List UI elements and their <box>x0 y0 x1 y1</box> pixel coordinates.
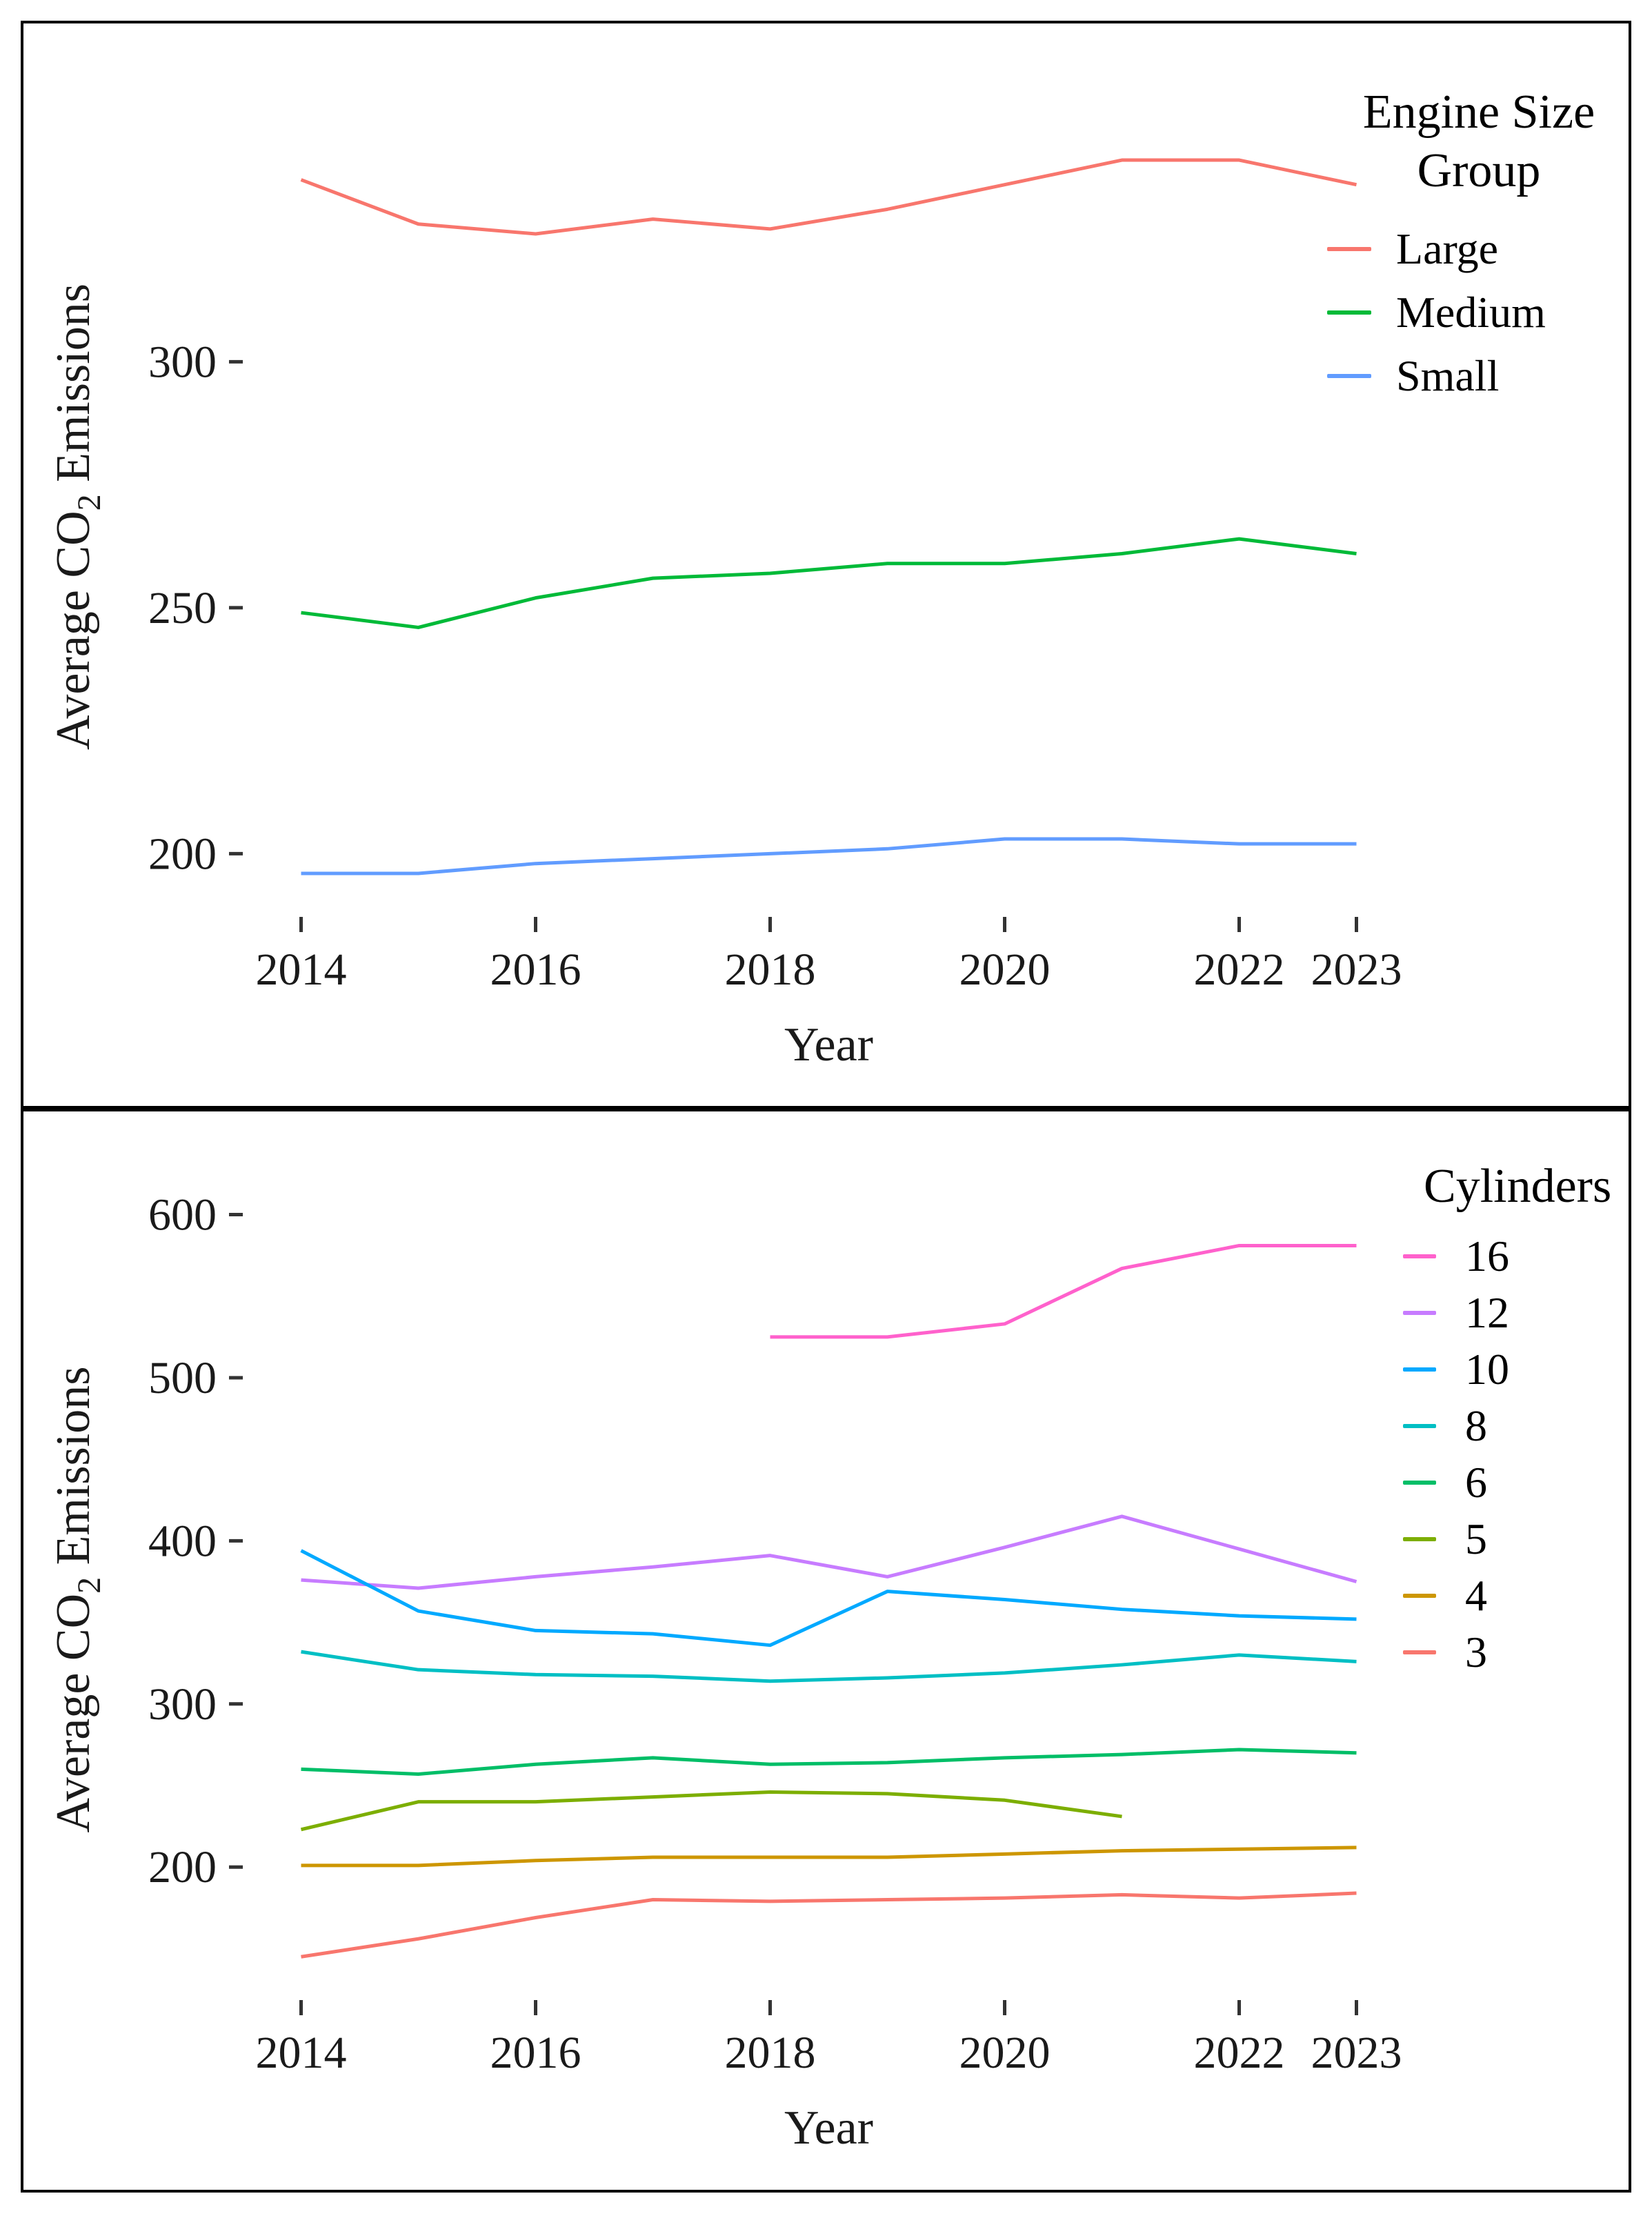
legend-title: Engine Size Group <box>1327 83 1631 201</box>
legend-swatch-icon <box>1327 310 1371 315</box>
x-tick-label: 2020 <box>959 944 1051 995</box>
legend-swatch-icon <box>1403 1650 1436 1655</box>
series-line-6 <box>301 1748 1357 1776</box>
x-tick-label: 2023 <box>1311 944 1402 995</box>
series-line-12 <box>301 1514 1357 1590</box>
series-line-3 <box>301 1891 1357 1959</box>
legend-title-line: Group <box>1417 144 1541 198</box>
y-tick-label: 500 <box>148 1353 217 1403</box>
x-tick-label: 2014 <box>256 2028 347 2078</box>
top-chart-panel: 200 250 300 2014 2016 2018 2020 2022 2023 Year Ave… <box>21 21 1631 1109</box>
x-tick-label: 2014 <box>256 944 347 995</box>
legend-item-label: 12 <box>1465 1288 1509 1338</box>
legend-item-12: 12 <box>1403 1285 1651 1341</box>
series-line-Small <box>301 837 1357 875</box>
legend-items: Large Medium Small <box>1327 217 1631 408</box>
legend-swatch-icon <box>1403 1424 1436 1429</box>
series-line-16 <box>770 1243 1357 1339</box>
legend-items: 16 12 10 8 6 5 4 3 <box>1403 1228 1651 1681</box>
bottom-chart-panel: 200 300 400 500 600 2014 2016 2018 2020 2022 2023 Y… <box>21 1109 1631 2193</box>
legend-title-line: Cylinders <box>1424 1160 1612 1213</box>
y-tick-label: 300 <box>148 1679 217 1730</box>
legend-item-label: 4 <box>1465 1571 1487 1621</box>
legend-item-3: 3 <box>1403 1624 1651 1681</box>
series-line-Large <box>300 158 1357 236</box>
legend-item-label: Medium <box>1396 287 1546 337</box>
cylinders-legend: Cylinders 16 12 10 8 6 5 4 3 <box>1403 1157 1651 1681</box>
series-line-8 <box>301 1650 1357 1683</box>
legend-item-10: 10 <box>1403 1341 1651 1398</box>
x-tick-label: 2022 <box>1194 944 1285 995</box>
engine-size-legend: Engine Size Group Large Medium Small <box>1327 83 1631 408</box>
series-line-Medium <box>301 537 1357 629</box>
y-tick-label: 250 <box>148 583 217 633</box>
legend-swatch-icon <box>1403 1367 1436 1372</box>
legend-item-Small: Small <box>1327 344 1631 408</box>
legend-title-line: Engine Size <box>1362 86 1595 139</box>
cylinders-chart: 200 300 400 500 600 2014 2016 2018 2020 2022 2023 Y… <box>47 1190 1402 2155</box>
x-tick-label: 2018 <box>725 2028 816 2078</box>
legend-swatch-icon <box>1403 1481 1436 1485</box>
legend-swatch-icon <box>1403 1537 1436 1542</box>
legend-item-label: 6 <box>1465 1458 1487 1507</box>
x-tick-label: 2016 <box>490 2028 581 2078</box>
legend-item-5: 5 <box>1403 1511 1651 1567</box>
series-line-4 <box>301 1846 1357 1868</box>
x-axis-title: Year <box>784 2101 873 2155</box>
y-tick-label: 300 <box>148 337 217 387</box>
x-tick-label: 2018 <box>725 944 816 995</box>
y-tick-label: 200 <box>148 829 217 879</box>
legend-swatch-icon <box>1403 1311 1436 1316</box>
legend-item-16: 16 <box>1403 1228 1651 1285</box>
legend-swatch-icon <box>1403 1254 1436 1259</box>
legend-item-8: 8 <box>1403 1398 1651 1454</box>
legend-item-label: Small <box>1396 350 1500 400</box>
y-tick-label: 200 <box>148 1842 217 1892</box>
y-tick-label: 400 <box>148 1516 217 1566</box>
engine-size-chart: 200 250 300 2014 2016 2018 2020 2022 2023 Year Ave… <box>47 158 1402 1071</box>
legend-item-6: 6 <box>1403 1454 1651 1511</box>
legend-swatch-icon <box>1327 373 1371 378</box>
legend-item-4: 4 <box>1403 1567 1651 1624</box>
legend-item-label: Large <box>1396 224 1499 273</box>
legend-item-label: 5 <box>1465 1514 1487 1564</box>
x-tick-label: 2023 <box>1311 2028 1402 2078</box>
legend-item-label: 10 <box>1465 1345 1509 1394</box>
y-axis-title: Average CO2 Emissions <box>47 1367 108 1833</box>
x-tick-label: 2016 <box>490 944 581 995</box>
legend-item-Large: Large <box>1327 217 1631 281</box>
x-tick-label: 2020 <box>959 2028 1051 2078</box>
legend-item-label: 3 <box>1465 1628 1487 1677</box>
legend-swatch-icon <box>1403 1594 1436 1599</box>
y-axis-title: Average CO2 Emissions <box>47 284 108 750</box>
x-axis-title: Year <box>784 1018 873 1071</box>
x-tick-label: 2022 <box>1194 2028 1285 2078</box>
y-tick-label: 600 <box>148 1190 217 1240</box>
series-line-5 <box>300 1790 1122 1832</box>
legend-item-Medium: Medium <box>1327 281 1631 344</box>
legend-item-label: 8 <box>1465 1401 1487 1451</box>
legend-swatch-icon <box>1327 246 1371 251</box>
series-line-10 <box>300 1549 1357 1648</box>
legend-item-label: 16 <box>1465 1231 1509 1281</box>
legend-title: Cylinders <box>1403 1157 1651 1216</box>
